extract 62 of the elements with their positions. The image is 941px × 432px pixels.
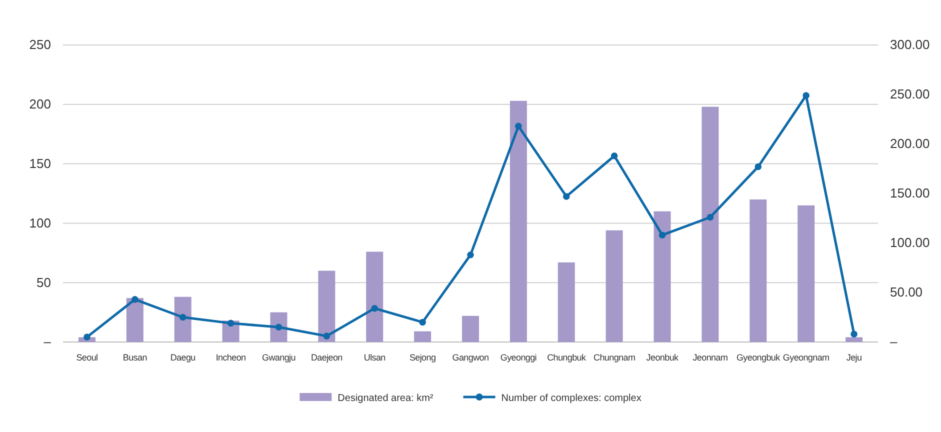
point — [467, 252, 474, 258]
y-tick-label: 250 — [29, 37, 51, 52]
bar — [510, 100, 527, 342]
bar — [318, 270, 336, 342]
legend-label: Designated area: km² — [338, 393, 434, 404]
bar — [366, 252, 384, 342]
x-tick-label: Gyeongnam — [782, 352, 830, 362]
y2-tick-label: 200.00 — [890, 136, 930, 152]
y2-tick-label: 300.00 — [890, 37, 930, 52]
y-tick-label: 150 — [29, 156, 51, 171]
point — [850, 330, 858, 338]
x-tick-label: Busan — [122, 352, 148, 362]
point — [658, 232, 666, 238]
bar — [174, 296, 192, 342]
y-tick-label: 200 — [29, 96, 51, 112]
x-tick-label: Chungbuk — [547, 352, 586, 362]
bar — [414, 331, 432, 342]
x-tick-label: Sejong — [409, 352, 436, 362]
legend-label: Number of complexes: complex — [501, 393, 642, 404]
bar — [126, 298, 144, 342]
bar — [558, 262, 575, 342]
point — [371, 304, 378, 312]
y2-tick-label: 150.00 — [890, 186, 930, 201]
x-tick-label: Ulsan — [364, 352, 386, 362]
y2-tick-label: – — [890, 334, 898, 350]
point — [227, 320, 234, 327]
bar — [702, 106, 719, 342]
bar — [462, 316, 479, 342]
x-tick-label: Daegu — [170, 352, 196, 362]
y-tick-label: 50 — [36, 274, 51, 290]
bar — [750, 199, 767, 342]
point — [706, 214, 714, 221]
point — [754, 163, 762, 170]
bar — [798, 205, 815, 342]
bar — [846, 337, 863, 342]
point — [132, 296, 138, 303]
y-tick-label: – — [44, 334, 52, 350]
point — [323, 332, 330, 340]
x-tick-label: Jeonbuk — [646, 352, 680, 362]
bar — [654, 211, 671, 342]
point — [802, 92, 810, 99]
x-tick-label: Jeju — [846, 352, 862, 362]
point — [84, 334, 90, 340]
x-tick-label: Seoul — [76, 352, 98, 362]
x-tick-label: Gangwon — [452, 352, 490, 362]
x-tick-label: Chungnam — [594, 352, 636, 362]
y-tick-label: 100 — [29, 215, 51, 230]
y2-tick-label: 50.00 — [890, 284, 923, 300]
x-tick-label: Incheon — [216, 352, 246, 362]
point — [562, 193, 570, 200]
bar — [606, 230, 623, 342]
x-tick-label: Daejeon — [310, 352, 343, 362]
x-tick-label: Jeonnam — [692, 352, 728, 362]
point — [515, 122, 522, 130]
x-tick-label: Gyeongbuk — [736, 352, 781, 362]
x-tick-label: Gyeonggi — [500, 352, 537, 362]
point — [419, 318, 426, 326]
y2-tick-label: 100.00 — [890, 235, 930, 250]
y2-tick-label: 250.00 — [890, 86, 930, 102]
x-tick-label: Gwangju — [262, 352, 296, 362]
point — [179, 314, 186, 321]
point — [610, 152, 618, 160]
